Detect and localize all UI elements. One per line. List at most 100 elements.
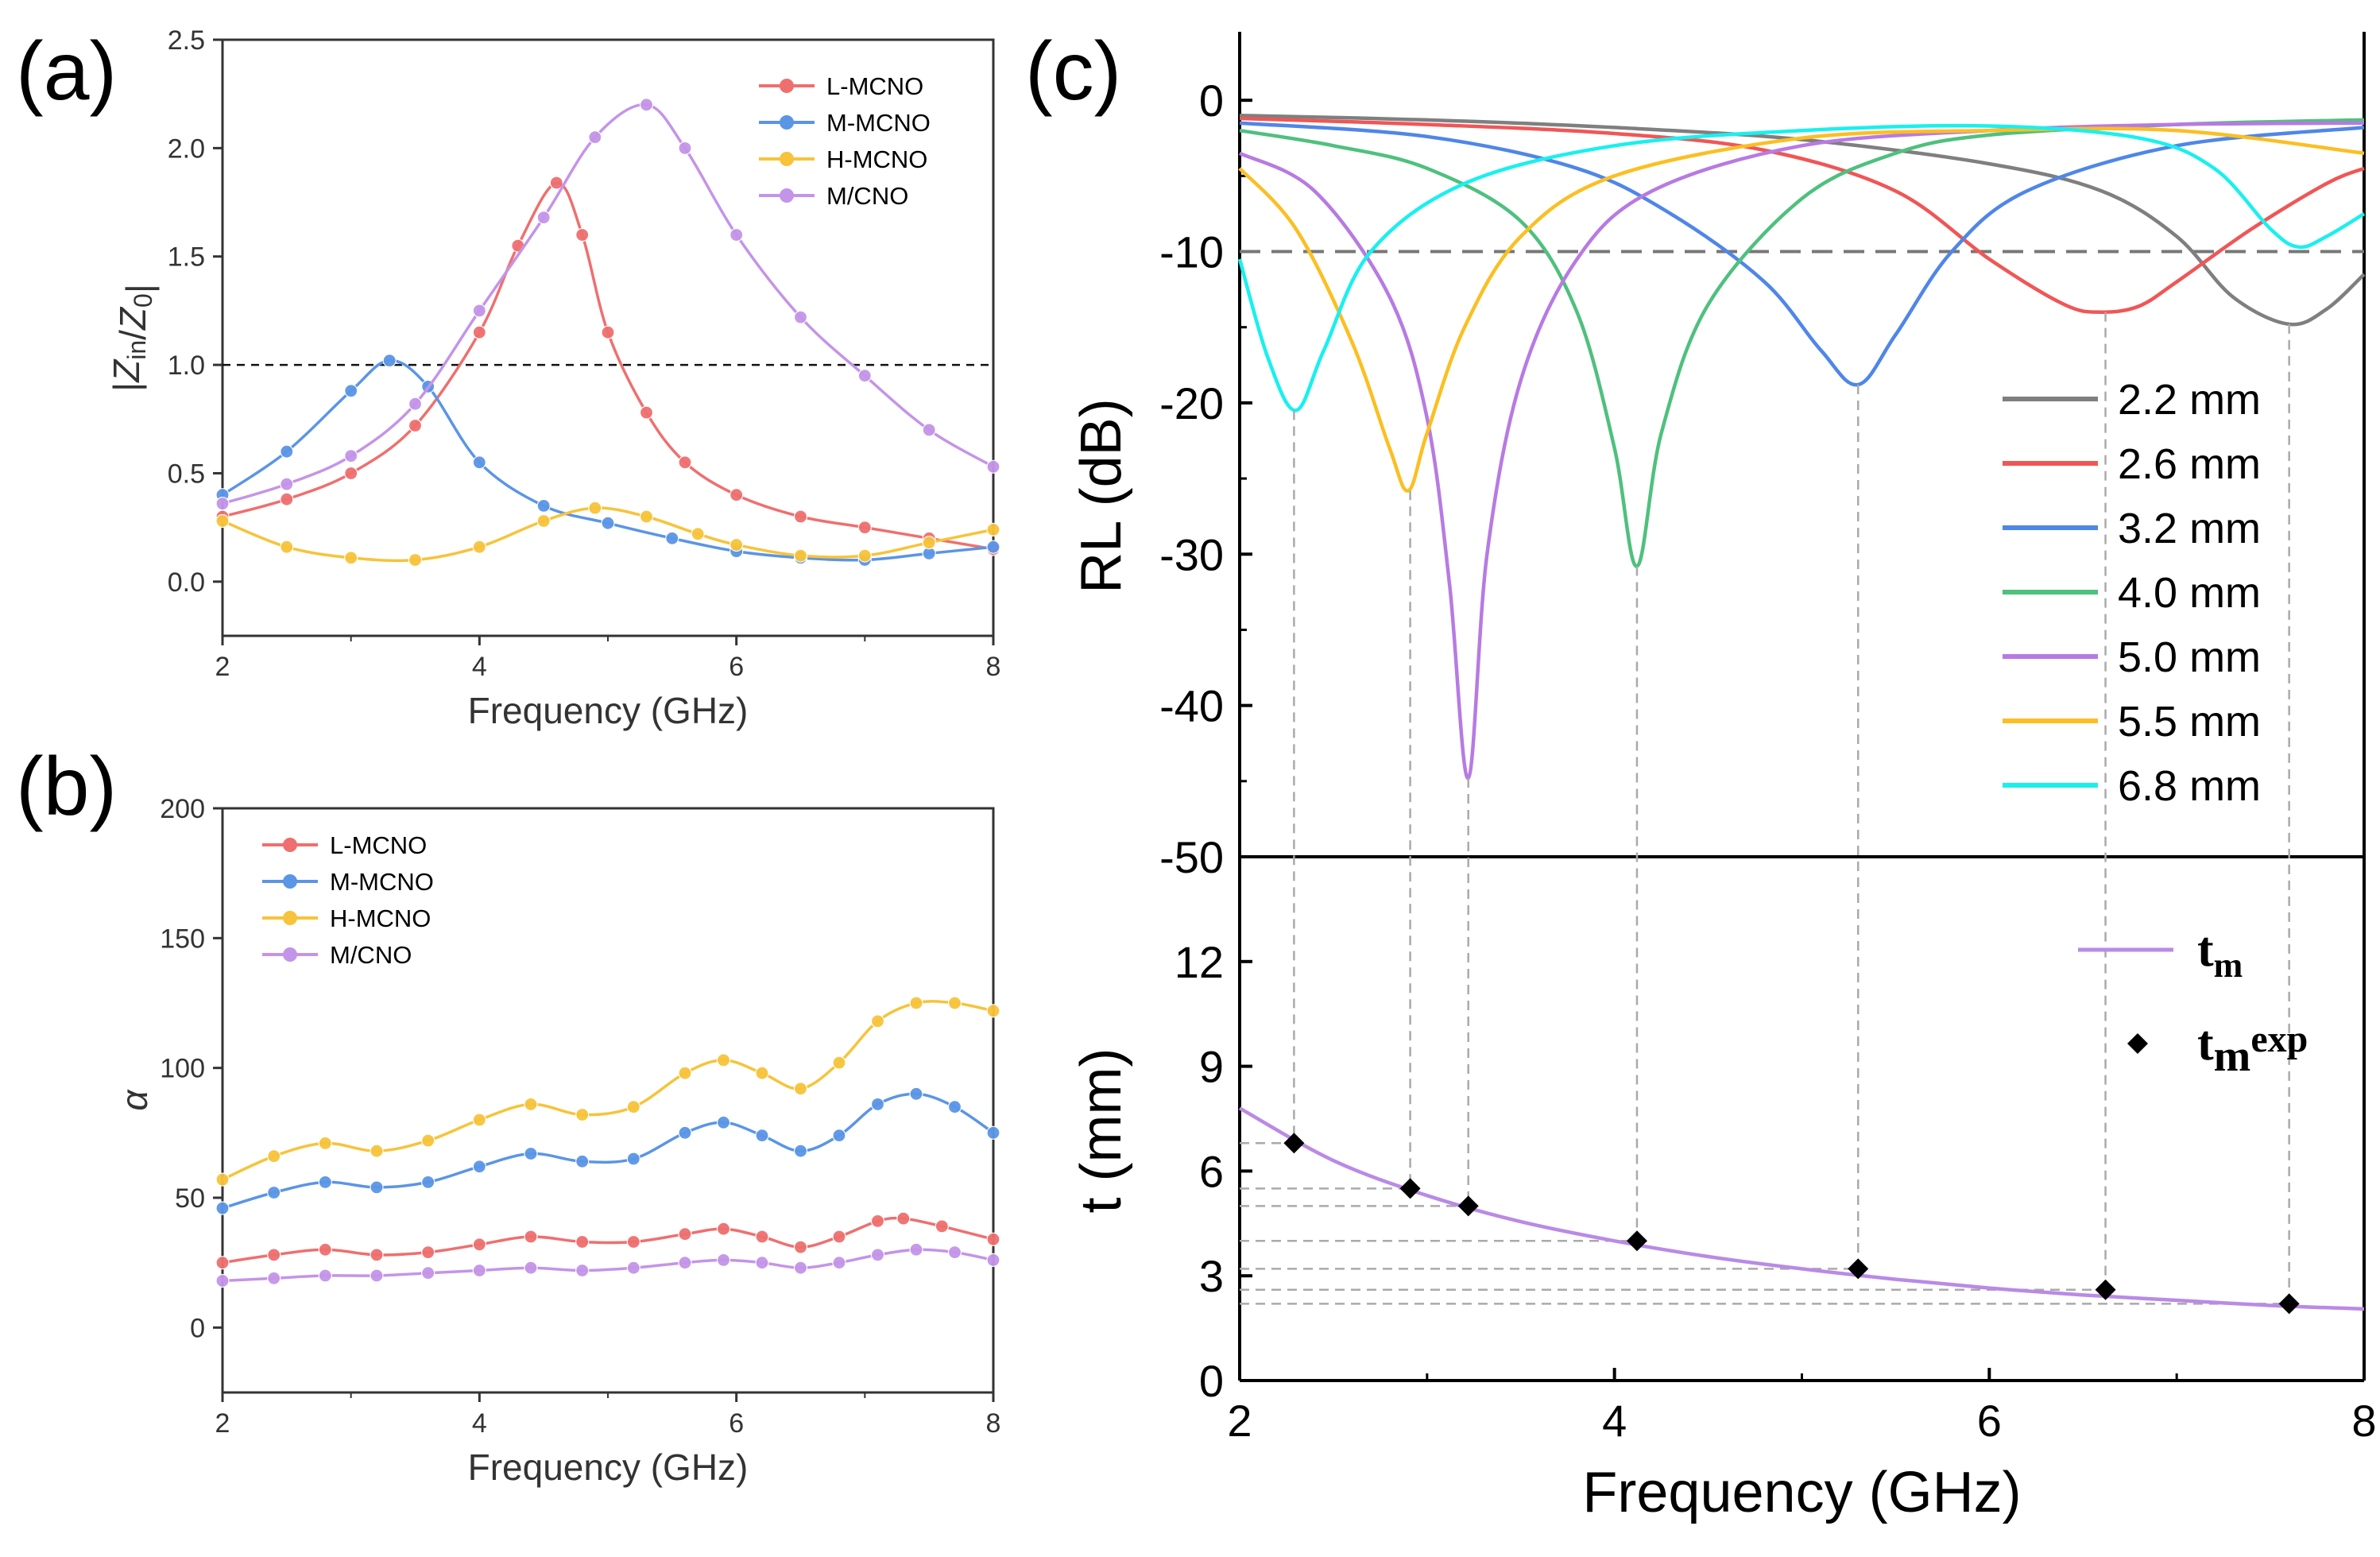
data-point-l-mcno [421, 1245, 435, 1260]
data-point-m-cno [832, 1256, 846, 1270]
legend-label-m-cno: M/CNO [826, 182, 908, 210]
data-point-m-cno [947, 1245, 962, 1260]
panel-label-a: (a) [16, 25, 117, 118]
y-tick-label: -10 [1159, 227, 1224, 277]
data-point-l-mcno [870, 1214, 885, 1229]
data-point-l-mcno [832, 1230, 846, 1244]
data-point-m-mcno [575, 1154, 590, 1168]
x-tick-label: 4 [472, 1408, 487, 1439]
series-h-mcno [215, 501, 1000, 567]
data-point-m-mcno [421, 1175, 435, 1190]
data-point-h-mcno [716, 1053, 731, 1067]
legend-label-5-0-mm: 5.0 mm [2118, 633, 2261, 681]
data-point-m-cno [215, 496, 230, 511]
chart-panel-b: 2 4 6 8 0 50 100 150 200 Frequency (GHz) α L-MCNO M-… [114, 794, 1000, 1488]
data-point-m-cno [857, 369, 872, 383]
data-point-l-mcno [575, 227, 590, 242]
y-tick-label: 0.5 [168, 459, 205, 489]
data-point-l-mcno [472, 325, 486, 339]
data-point-m-mcno [267, 1185, 281, 1200]
y-tick-label: 100 [160, 1054, 205, 1084]
legend-marker-tmexp [2127, 1033, 2148, 1054]
data-point-tmexp [1457, 1195, 1479, 1217]
series-line-5-5-mm [1238, 126, 2365, 493]
y-tick-label: 0 [190, 1313, 205, 1343]
x-tick-label: 6 [1977, 1396, 2002, 1446]
y-tick-label: 0 [1199, 76, 1224, 126]
data-point-m-mcno [344, 384, 358, 398]
legend-marker-m-mcno [780, 115, 794, 130]
y-tick-label: -50 [1159, 832, 1224, 882]
data-point-m-cno [267, 1271, 281, 1285]
legend-label-6-8-mm: 6.8 mm [2118, 762, 2261, 810]
data-point-h-mcno [870, 1014, 885, 1028]
series-line-6-8-mm [1237, 123, 2366, 412]
data-point-m-cno [678, 141, 692, 155]
x-tick-label: 6 [729, 1408, 744, 1439]
data-point-m-mcno [524, 1146, 538, 1161]
data-point-m-mcno [601, 516, 615, 530]
data-point-h-mcno [857, 548, 872, 563]
data-point-l-mcno [472, 1237, 486, 1252]
data-point-m-cno [370, 1268, 384, 1283]
y-axis-title: α [114, 1089, 155, 1111]
series-m-mcno [215, 1086, 1000, 1215]
data-point-h-mcno [318, 1136, 332, 1151]
x-axis-title: Frequency (GHz) [1582, 1461, 2021, 1524]
data-point-m-cno [793, 1261, 808, 1275]
legend-label-tm: tm [2197, 923, 2243, 985]
legend-label-tmexp: tmexp [2197, 1017, 2308, 1081]
data-point-m-cno [575, 1263, 590, 1278]
data-point-m-cno [588, 130, 602, 145]
data-point-h-mcno [755, 1066, 769, 1080]
data-point-m-mcno [716, 1115, 731, 1129]
data-point-l-mcno [716, 1222, 731, 1236]
data-point-m-mcno [280, 444, 294, 459]
data-point-h-mcno [729, 537, 744, 552]
x-tick-label: 2 [215, 1408, 230, 1439]
data-point-m-cno [922, 423, 936, 437]
data-point-l-mcno [896, 1211, 911, 1226]
series-line-2-2-mm [1239, 113, 2366, 327]
data-point-m-cno [344, 448, 358, 463]
data-point-h-mcno [639, 509, 654, 524]
legend-marker-l-mcno [780, 79, 794, 93]
x-tick-label: 8 [986, 652, 1001, 682]
data-point-h-mcno [793, 548, 808, 563]
data-point-h-mcno [947, 996, 962, 1010]
y-tick-label: 6 [1199, 1146, 1224, 1196]
data-point-h-mcno [472, 1113, 486, 1127]
data-point-h-mcno [370, 1144, 384, 1158]
data-point-m-mcno [909, 1086, 923, 1101]
data-point-h-mcno [691, 527, 705, 541]
y-axis-title: RL (dB) [1070, 398, 1133, 593]
data-point-l-mcno [215, 1256, 230, 1270]
data-point-l-mcno [280, 492, 294, 506]
data-point-m-mcno [370, 1180, 384, 1195]
legend-marker-m-cno [780, 188, 794, 203]
y-tick-label: 2.5 [168, 25, 205, 56]
data-point-l-mcno [793, 1240, 808, 1254]
legend-label-2-2-mm: 2.2 mm [2118, 376, 2261, 424]
data-point-m-cno [986, 459, 1000, 474]
y-tick-label: 12 [1175, 937, 1224, 987]
series-h-mcno [215, 996, 1000, 1187]
y-tick-label: 0.0 [168, 567, 205, 598]
data-point-m-cno [215, 1273, 230, 1288]
data-point-tmexp [1848, 1258, 1869, 1280]
data-point-l-mcno [626, 1234, 640, 1249]
legend-label-4-0-mm: 4.0 mm [2118, 569, 2261, 617]
y-tick-label: 0 [1199, 1356, 1224, 1406]
data-point-m-cno [626, 1261, 640, 1275]
data-point-h-mcno [575, 1107, 590, 1122]
y-tick-label: 150 [160, 924, 205, 954]
x-axis-title: Frequency (GHz) [468, 690, 749, 731]
data-point-m-mcno [678, 1125, 692, 1140]
panel-label-c: (c) [1025, 25, 1121, 118]
legend-marker-h-mcno [283, 911, 297, 925]
x-axis-title: Frequency (GHz) [468, 1447, 749, 1488]
data-point-m-cno [639, 98, 654, 112]
legend-label-m-cno: M/CNO [330, 941, 412, 969]
data-point-m-mcno [755, 1128, 769, 1143]
data-point-m-mcno [382, 354, 397, 368]
